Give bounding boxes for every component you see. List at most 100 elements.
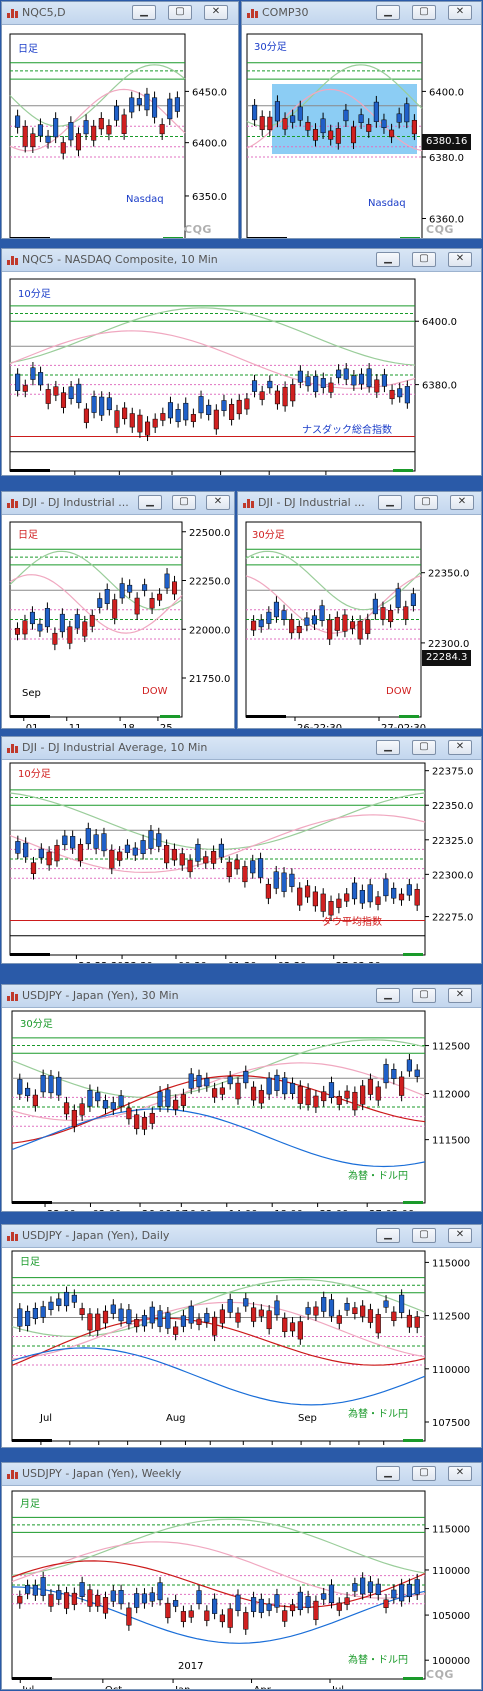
scroll-end-marker xyxy=(160,715,180,718)
chart-area[interactable]: 1150001125001100001075000310172401071421… xyxy=(2,1247,481,1447)
candle-body xyxy=(212,1088,218,1098)
candle-body xyxy=(328,901,334,916)
chart-area[interactable]: 112500 112000 111500 22:00 02:00 26-06:0010:0… xyxy=(2,1007,481,1211)
close-button[interactable]: ✕ xyxy=(206,495,230,510)
minimize-button[interactable]: ▁ xyxy=(376,1466,400,1481)
restore-button[interactable]: ▢ xyxy=(412,252,436,267)
restore-button[interactable]: ▢ xyxy=(412,1228,436,1243)
candle-body xyxy=(404,386,410,404)
scroll-end-marker xyxy=(403,1439,423,1442)
close-button[interactable]: ✕ xyxy=(204,5,228,20)
candle-body xyxy=(227,1299,233,1313)
title-bar[interactable]: USDJPY - Japan (Yen), Daily ▁ ▢ ✕ xyxy=(2,1225,481,1248)
restore-button[interactable]: ▢ xyxy=(414,495,438,510)
title-bar[interactable]: USDJPY - Japan (Yen), 30 Min ▁ ▢ ✕ xyxy=(2,985,481,1008)
chart-area[interactable]: 22500.0 22250.0 22000.0 21750.0 01 11 18 25 xyxy=(2,514,234,728)
candle-body xyxy=(48,1594,54,1607)
chart-window-dow-30min[interactable]: DJI - DJ Industrial ... ▁ ▢ ✕ 22350.0 223… xyxy=(237,491,482,729)
chart-window-usdjpy-30min[interactable]: USDJPY - Japan (Yen), 30 Min ▁ ▢ ✕ 11250… xyxy=(1,984,482,1212)
y-tick-label: 111500 xyxy=(432,1136,470,1147)
candle-body xyxy=(102,1310,109,1324)
candle-body xyxy=(327,619,333,640)
chart-area[interactable]: 22375.0 22350.0 22325.0 22300.0 22275.0 26-22… xyxy=(2,759,481,963)
minimize-button[interactable]: ▁ xyxy=(138,495,162,510)
scroll-end-marker xyxy=(399,715,419,718)
chart-window-usdjpy-daily[interactable]: USDJPY - Japan (Yen), Daily ▁ ▢ ✕ 115000… xyxy=(1,1224,482,1448)
chart-window-nasdaq-10min[interactable]: NQC5 - NASDAQ Composite, 10 Min ▁ ▢ ✕ 64… xyxy=(1,248,482,476)
title-bar[interactable]: DJI - DJ Industrial Average, 10 Min ▁ ▢ … xyxy=(2,737,481,760)
candle-body xyxy=(351,375,357,386)
title-bar[interactable]: NQC5 - NASDAQ Composite, 10 Min ▁ ▢ ✕ xyxy=(2,249,481,272)
candle-body xyxy=(212,1598,218,1614)
candle-body xyxy=(219,1614,225,1623)
candle-body xyxy=(40,1577,46,1596)
candle-body xyxy=(274,1074,280,1091)
close-button[interactable]: ✕ xyxy=(450,495,474,510)
candle-body xyxy=(305,1088,311,1106)
restore-button[interactable]: ▢ xyxy=(412,5,436,20)
candle-body xyxy=(165,1312,171,1329)
candle-body xyxy=(344,893,350,902)
chart-window-dow-daily[interactable]: DJI - DJ Industrial ... ▁ ▢ ✕ 22500.0 222… xyxy=(1,491,235,729)
title-bar[interactable]: DJI - DJ Industrial ... ▁ ▢ ✕ xyxy=(238,492,481,515)
candle-body xyxy=(267,380,273,389)
restore-button[interactable]: ▢ xyxy=(412,988,436,1003)
chart-window-usdjpy-weekly[interactable]: USDJPY - Japan (Yen), Weekly ▁ ▢ ✕ 11500… xyxy=(1,1462,482,1690)
candle-body xyxy=(149,1306,155,1324)
candle-body xyxy=(297,1085,303,1104)
candle-body xyxy=(83,408,89,423)
minimize-button[interactable]: ▁ xyxy=(376,5,400,20)
title-bar[interactable]: DJI - DJ Industrial ... ▁ ▢ ✕ xyxy=(2,492,234,515)
month-label-jul: Jul xyxy=(40,1413,53,1424)
close-button[interactable]: ✕ xyxy=(448,252,472,267)
candle-body xyxy=(38,372,44,386)
minimize-button[interactable]: ▁ xyxy=(376,740,400,755)
scroll-end-marker xyxy=(403,953,423,956)
close-button[interactable]: ✕ xyxy=(448,5,472,20)
candle-body xyxy=(173,1099,179,1110)
chart-area[interactable]: 6400.06380.026-22:3023:3000:3001:3002:30… xyxy=(2,271,481,475)
close-button[interactable]: ✕ xyxy=(448,1228,472,1243)
close-button[interactable]: ✕ xyxy=(448,1466,472,1481)
candle-body xyxy=(213,409,219,430)
title-bar[interactable]: NQC5,D ▁ ▢ ✕ xyxy=(2,2,238,25)
last-price-badge: 6380.16 xyxy=(422,134,472,150)
candle-body xyxy=(305,376,311,387)
candle-body xyxy=(267,116,273,131)
minimize-button[interactable]: ▁ xyxy=(376,988,400,1003)
minimize-button[interactable]: ▁ xyxy=(132,5,156,20)
minimize-button[interactable]: ▁ xyxy=(376,1228,400,1243)
close-button[interactable]: ✕ xyxy=(448,740,472,755)
chart-area[interactable]: 22350.0 22300.0 26-22:30 27-02:30 xyxy=(238,514,481,728)
scroll-handle xyxy=(10,237,50,238)
candle-body xyxy=(204,1313,210,1323)
candle-body xyxy=(134,1593,140,1608)
last-price-badge: 22284.3 xyxy=(422,650,472,666)
candle-body xyxy=(388,610,394,623)
title-bar[interactable]: COMP30 ▁ ▢ ✕ xyxy=(242,2,481,25)
minimize-button[interactable]: ▁ xyxy=(376,252,400,267)
candle-body xyxy=(297,370,303,383)
x-tick-label: Oct xyxy=(105,1685,122,1689)
restore-button[interactable]: ▢ xyxy=(412,740,436,755)
restore-button[interactable]: ▢ xyxy=(168,5,192,20)
minimize-button[interactable]: ▁ xyxy=(378,495,402,510)
close-button[interactable]: ✕ xyxy=(448,988,472,1003)
chart-window-nasdaq-30min[interactable]: COMP30 ▁ ▢ ✕ 6400.06380.06360.026-22:302… xyxy=(241,1,482,239)
instrument-footer: Nasdaq xyxy=(126,194,164,205)
candle-body xyxy=(258,619,264,628)
candle-body xyxy=(336,1315,342,1324)
chart-window-dow-10min[interactable]: DJI - DJ Industrial Average, 10 Min ▁ ▢ … xyxy=(1,736,482,964)
restore-button[interactable]: ▢ xyxy=(172,495,196,510)
restore-button[interactable]: ▢ xyxy=(412,1466,436,1481)
title-bar[interactable]: USDJPY - Japan (Yen), Weekly ▁ ▢ ✕ xyxy=(2,1463,481,1486)
candle-body xyxy=(290,115,296,123)
candle-body xyxy=(118,1095,124,1107)
candle-body xyxy=(336,898,342,908)
chart-area[interactable]: 115000 110000 105000 100000 Jul Oct Jan Apr Jul xyxy=(2,1485,481,1689)
scroll-handle xyxy=(12,1201,52,1204)
candle-body xyxy=(29,611,35,625)
